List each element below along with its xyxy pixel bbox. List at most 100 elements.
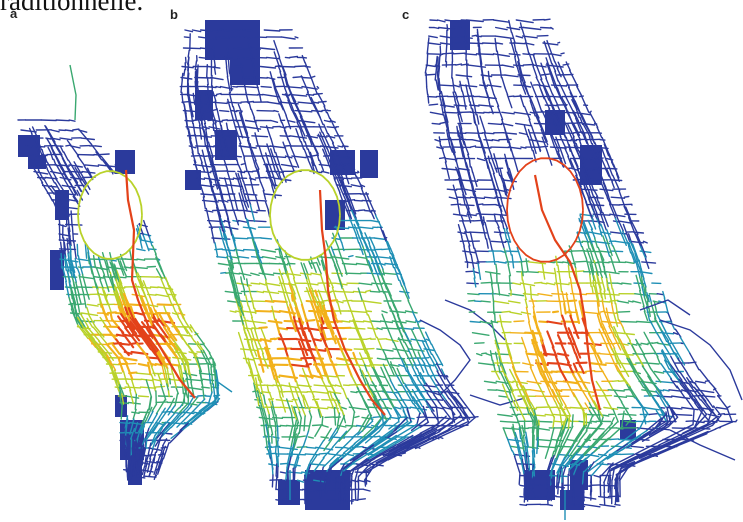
street-segment (552, 64, 555, 71)
street-segment (483, 43, 497, 44)
street-segment (469, 246, 471, 254)
street-segment (290, 392, 307, 393)
street-segment (374, 279, 379, 292)
street-segment (139, 364, 148, 366)
street-segment (271, 121, 278, 123)
street-segment (513, 283, 521, 285)
street-segment (270, 146, 285, 148)
street-segment (239, 257, 249, 258)
street-segment (370, 201, 376, 215)
street-segment (622, 283, 631, 284)
street-segment (77, 245, 78, 256)
street-segment (307, 447, 316, 448)
street-segment (590, 363, 606, 365)
street-segment (313, 264, 316, 273)
street-segment (276, 476, 277, 490)
street-segment (274, 111, 278, 112)
street-segment (512, 32, 515, 42)
street-segment (514, 321, 524, 322)
street-segment (74, 283, 75, 289)
street-segment (517, 385, 521, 392)
street-segment (501, 199, 503, 206)
street-segment (252, 136, 268, 137)
street-segment (464, 246, 467, 262)
street-segment (544, 19, 550, 20)
street-segment (510, 144, 514, 157)
street-segment (254, 57, 267, 58)
street-segment (268, 428, 270, 443)
street-segment (324, 106, 326, 113)
street-segment (184, 70, 185, 76)
street-segment (411, 339, 426, 341)
street-segment (535, 283, 542, 284)
street-segment (500, 234, 504, 248)
street-segment (368, 372, 372, 382)
street-segment (494, 54, 510, 57)
street-segment (462, 221, 466, 232)
street-segment (541, 79, 544, 85)
street-segment (615, 505, 620, 506)
street-segment (314, 385, 332, 386)
street-segment (274, 301, 287, 302)
street-segment (523, 54, 534, 55)
street-segment (631, 446, 643, 447)
street-segment (564, 497, 581, 498)
street-segment (325, 480, 326, 495)
street-segment (581, 96, 588, 113)
street-segment (570, 133, 573, 139)
street-segment (438, 20, 445, 22)
street-segment (141, 241, 143, 248)
block-patch (360, 150, 378, 178)
street-segment (198, 148, 199, 154)
street-segment (487, 239, 489, 248)
street-segment (491, 147, 509, 148)
street-segment (51, 130, 59, 132)
street-segment (618, 301, 629, 303)
street-segment (605, 312, 617, 313)
street-segment (249, 103, 251, 109)
street-segment (521, 312, 530, 314)
street-segment (352, 376, 358, 388)
street-segment (239, 333, 244, 349)
street-segment (294, 278, 297, 287)
street-segment (608, 484, 609, 492)
street-segment (500, 67, 501, 78)
street-segment (517, 52, 520, 61)
street-segment (510, 312, 521, 314)
street-segment (552, 479, 553, 485)
street-segment (672, 396, 690, 398)
street-segment (321, 274, 324, 284)
street-segment (339, 476, 340, 493)
street-segment (429, 104, 437, 105)
street-segment (358, 288, 362, 300)
street-segment (693, 409, 694, 424)
street-segment (492, 241, 506, 242)
street-segment (213, 124, 214, 130)
street-segment (244, 211, 257, 213)
street-segment (484, 140, 492, 141)
street-segment (671, 379, 677, 388)
street-segment (188, 50, 189, 57)
street-segment (142, 301, 145, 310)
street-segment (564, 324, 569, 339)
street-segment (584, 493, 585, 501)
street-segment (256, 311, 271, 312)
street-segment (541, 28, 551, 29)
street-segment (261, 329, 265, 339)
street-segment (333, 431, 347, 447)
street-segment (499, 396, 508, 397)
street-segment (537, 96, 542, 111)
street-segment (610, 274, 613, 289)
street-segment (185, 30, 193, 32)
street-segment (527, 272, 539, 273)
street-segment (584, 180, 595, 181)
street-segment (406, 311, 418, 313)
street-segment (251, 329, 253, 336)
street-segment (193, 120, 201, 121)
street-segment (626, 262, 634, 263)
street-segment (59, 224, 60, 240)
street-segment (611, 418, 614, 424)
street-segment (520, 505, 526, 506)
street-segment (452, 62, 453, 78)
